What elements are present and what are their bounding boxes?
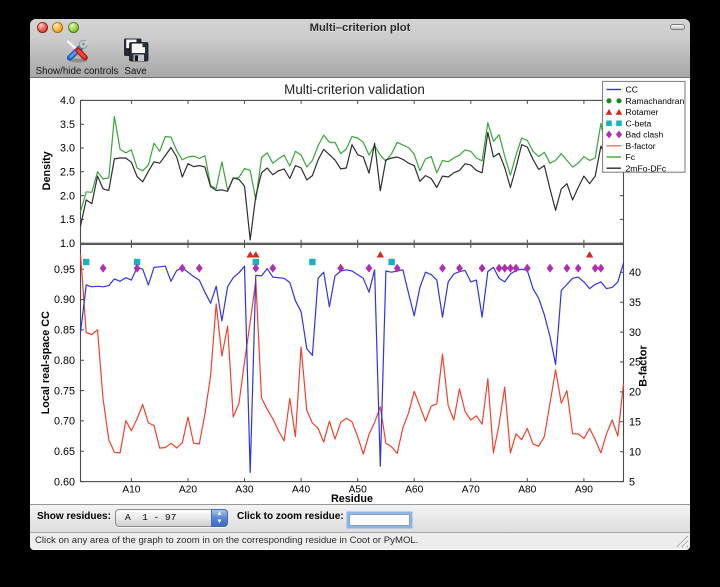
svg-text:3.0: 3.0 — [60, 143, 75, 155]
svg-text:0.85: 0.85 — [54, 325, 75, 337]
svg-text:0.70: 0.70 — [54, 416, 75, 428]
svg-text:A30: A30 — [235, 485, 253, 496]
svg-text:A10: A10 — [122, 485, 140, 496]
svg-text:Rotamer: Rotamer — [626, 107, 659, 117]
svg-text:0.60: 0.60 — [54, 476, 75, 488]
svg-text:Bad clash: Bad clash — [626, 130, 664, 140]
svg-text:2.0: 2.0 — [60, 190, 75, 202]
svg-text:A20: A20 — [179, 485, 197, 496]
svg-text:35: 35 — [629, 297, 641, 309]
svg-text:A90: A90 — [575, 485, 593, 496]
svg-text:0.90: 0.90 — [54, 294, 75, 306]
svg-text:0.80: 0.80 — [54, 355, 75, 367]
svg-text:2mFo-DFc: 2mFo-DFc — [626, 163, 667, 173]
svg-text:A50: A50 — [349, 485, 367, 496]
svg-text:Fc: Fc — [626, 152, 636, 162]
svg-text:A80: A80 — [518, 485, 536, 496]
svg-text:0.75: 0.75 — [54, 385, 75, 397]
svg-text:Local real-space CC: Local real-space CC — [40, 311, 52, 414]
svg-text:40: 40 — [629, 267, 641, 279]
svg-text:20: 20 — [629, 387, 641, 399]
svg-text:10: 10 — [629, 446, 641, 458]
svg-text:30: 30 — [629, 327, 641, 339]
svg-text:3.5: 3.5 — [60, 119, 75, 131]
svg-text:2.5: 2.5 — [60, 167, 75, 179]
svg-text:0.65: 0.65 — [54, 446, 75, 458]
svg-text:C-beta: C-beta — [626, 118, 652, 128]
svg-text:B-factor: B-factor — [638, 345, 650, 387]
svg-text:CC: CC — [626, 85, 638, 95]
svg-text:25: 25 — [629, 357, 641, 369]
svg-text:B-factor: B-factor — [626, 141, 656, 151]
svg-text:4.0: 4.0 — [60, 95, 75, 107]
svg-text:A40: A40 — [292, 485, 310, 496]
svg-text:Density: Density — [41, 151, 53, 190]
svg-text:Multi-criterion validation: Multi-criterion validation — [284, 82, 425, 97]
svg-text:1.5: 1.5 — [60, 214, 75, 226]
svg-text:5: 5 — [629, 476, 635, 488]
svg-text:A60: A60 — [405, 485, 423, 496]
svg-text:1.0: 1.0 — [60, 238, 75, 250]
svg-text:Ramachandran: Ramachandran — [626, 96, 685, 106]
svg-text:0.95: 0.95 — [54, 264, 75, 276]
svg-text:15: 15 — [629, 417, 641, 429]
svg-text:A70: A70 — [462, 485, 480, 496]
svg-text:Residue: Residue — [331, 493, 373, 505]
